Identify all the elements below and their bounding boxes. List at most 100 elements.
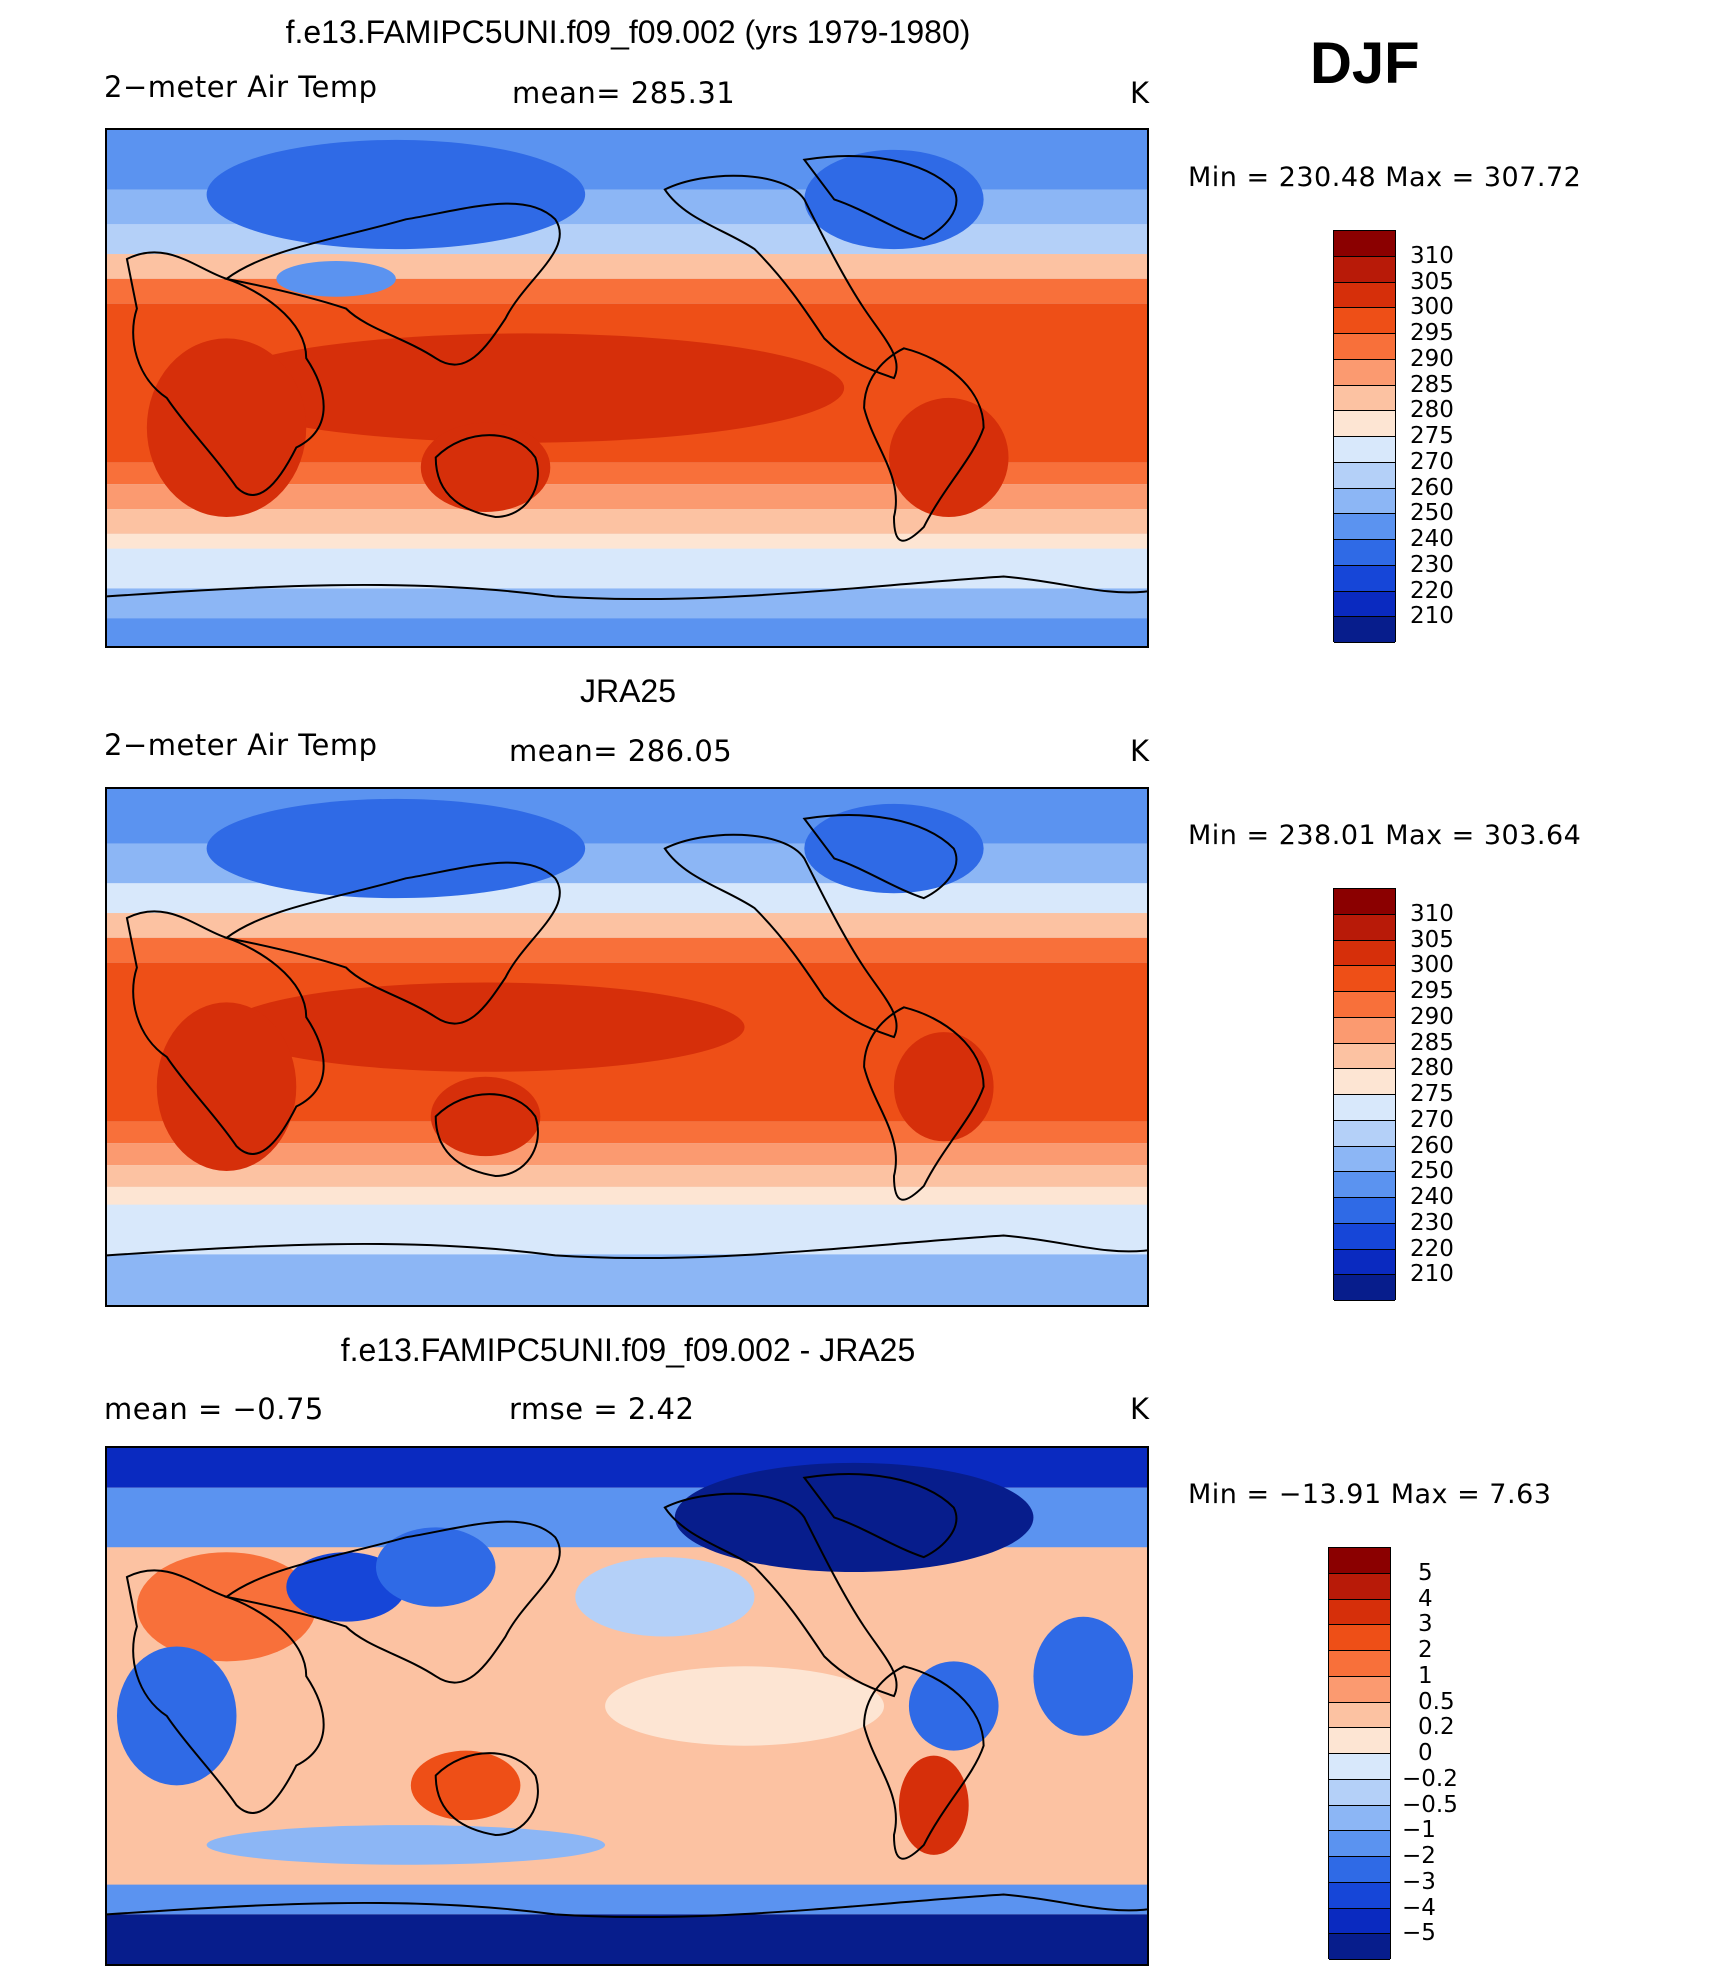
colorbar-box [1329, 1882, 1390, 1909]
colorbar-label: 240 [1410, 526, 1454, 552]
colorbar-box [1334, 334, 1395, 360]
colorbar-box [1334, 411, 1395, 437]
colorbar-label: −5 [1402, 1920, 1436, 1947]
colorbar-box [1334, 591, 1395, 618]
colorbar-label: 280 [1410, 1055, 1454, 1082]
colorbar-box [1334, 992, 1395, 1018]
colorbar-box [1334, 359, 1395, 386]
panel-3-colorbar [1328, 1547, 1391, 1960]
colorbar-box [1329, 1599, 1390, 1626]
colorbar-label: −0.5 [1402, 1791, 1458, 1818]
colorbar-box [1334, 914, 1395, 941]
colorbar-box [1334, 385, 1395, 412]
colorbar-label: 275 [1410, 423, 1454, 449]
colorbar-label: 230 [1410, 1209, 1454, 1236]
colorbar-box [1329, 1934, 1390, 1960]
colorbar-label: 3 [1418, 1611, 1433, 1638]
panel-1-minmax: Min = 230.48 Max = 307.72 [1188, 162, 1582, 193]
season-label: DJF [1310, 31, 1420, 96]
panel-1-map-canvas [107, 130, 1147, 646]
colorbar-box [1334, 514, 1395, 540]
colorbar-box [1329, 1779, 1390, 1806]
panel-3-mean-label: mean = −0.75 [104, 1392, 324, 1426]
colorbar-box [1329, 1573, 1390, 1600]
colorbar-label: 230 [1410, 551, 1454, 578]
colorbar-label: −1 [1402, 1817, 1436, 1844]
panel-3-minmax: Min = −13.91 Max = 7.63 [1188, 1479, 1552, 1510]
panel-2-colorbar [1333, 888, 1396, 1301]
colorbar-box [1329, 1857, 1390, 1883]
colorbar-label: 295 [1410, 320, 1454, 346]
colorbar-box [1334, 966, 1395, 992]
colorbar-label: 250 [1410, 1158, 1454, 1185]
colorbar-box [1329, 1625, 1390, 1651]
colorbar-box [1334, 462, 1395, 489]
colorbar-box [1329, 1908, 1390, 1935]
colorbar-label: 305 [1410, 268, 1454, 295]
colorbar-label: 5 [1418, 1559, 1433, 1586]
colorbar-label: 2 [1418, 1637, 1433, 1663]
colorbar-box [1329, 1676, 1390, 1703]
colorbar-label: −0.2 [1402, 1765, 1458, 1792]
colorbar-box [1334, 1275, 1395, 1301]
panel-2-mean-label: mean= 286.05 [509, 734, 733, 768]
panel-2-variable-label: 2−meter Air Temp [104, 728, 378, 762]
colorbar-box [1334, 889, 1395, 915]
colorbar-label: 0 [1418, 1740, 1433, 1766]
colorbar-label: 270 [1410, 1106, 1454, 1133]
colorbar-label: 220 [1410, 1235, 1454, 1262]
colorbar-label: 290 [1410, 1003, 1454, 1030]
panel-1-title: f.e13.FAMIPC5UNI.f09_f09.002 (yrs 1979-1… [285, 14, 971, 50]
panel-2-map [105, 787, 1149, 1307]
colorbar-label: 290 [1410, 345, 1454, 372]
colorbar-box [1334, 231, 1395, 257]
colorbar-box [1329, 1831, 1390, 1857]
colorbar-label: 1 [1418, 1662, 1433, 1689]
colorbar-label: 220 [1410, 577, 1454, 604]
colorbar-label: −2 [1402, 1843, 1436, 1869]
panel-1-units: K [1130, 76, 1150, 110]
colorbar-label: 305 [1410, 926, 1454, 953]
colorbar-box [1329, 1728, 1390, 1754]
panel-2-map-canvas [107, 789, 1147, 1305]
colorbar-label: 0.2 [1418, 1714, 1455, 1741]
colorbar-box [1334, 308, 1395, 334]
panel-3-units: K [1130, 1392, 1150, 1426]
panel-1-colorbar-labels: 310 305 300 295 290 285 280 275 270 260 250 240 230 2… [1410, 230, 1500, 642]
colorbar-box [1334, 1017, 1395, 1044]
colorbar-label: −3 [1402, 1868, 1436, 1895]
panel-3-rmse-label: rmse = 2.42 [509, 1392, 695, 1426]
colorbar-box [1334, 1249, 1395, 1276]
colorbar-box [1329, 1754, 1390, 1780]
colorbar-box [1329, 1805, 1390, 1832]
colorbar-box [1329, 1651, 1390, 1677]
colorbar-box [1334, 1223, 1395, 1250]
colorbar-label: 280 [1410, 397, 1454, 424]
colorbar-label: 300 [1410, 952, 1454, 979]
colorbar-box [1334, 282, 1395, 309]
colorbar-box [1334, 488, 1395, 515]
colorbar-box [1329, 1548, 1390, 1574]
colorbar-box [1334, 437, 1395, 463]
colorbar-label: 260 [1410, 474, 1454, 501]
colorbar-box [1334, 1146, 1395, 1173]
colorbar-box [1334, 1120, 1395, 1147]
colorbar-box [1334, 1095, 1395, 1121]
panel-2-colorbar-labels: 310 305 300 295 290 285 280 275 270 260 250 240 230 2… [1410, 888, 1500, 1300]
colorbar-label: 275 [1410, 1081, 1454, 1107]
colorbar-label: 270 [1410, 448, 1454, 475]
colorbar-label: 285 [1410, 371, 1454, 398]
colorbar-box [1334, 940, 1395, 967]
colorbar-label: 210 [1410, 603, 1454, 630]
colorbar-label: 240 [1410, 1184, 1454, 1210]
panel-1-mean-label: mean= 285.31 [512, 76, 736, 110]
colorbar-label: 285 [1410, 1029, 1454, 1056]
colorbar-box [1334, 1069, 1395, 1095]
panel-3-map [105, 1446, 1149, 1966]
panel-1-variable-label: 2−meter Air Temp [104, 70, 378, 104]
panel-3-map-canvas [107, 1448, 1147, 1964]
colorbar-box [1329, 1702, 1390, 1729]
colorbar-label: −4 [1402, 1894, 1436, 1921]
colorbar-label: 310 [1410, 900, 1454, 927]
colorbar-label: 310 [1410, 242, 1454, 269]
